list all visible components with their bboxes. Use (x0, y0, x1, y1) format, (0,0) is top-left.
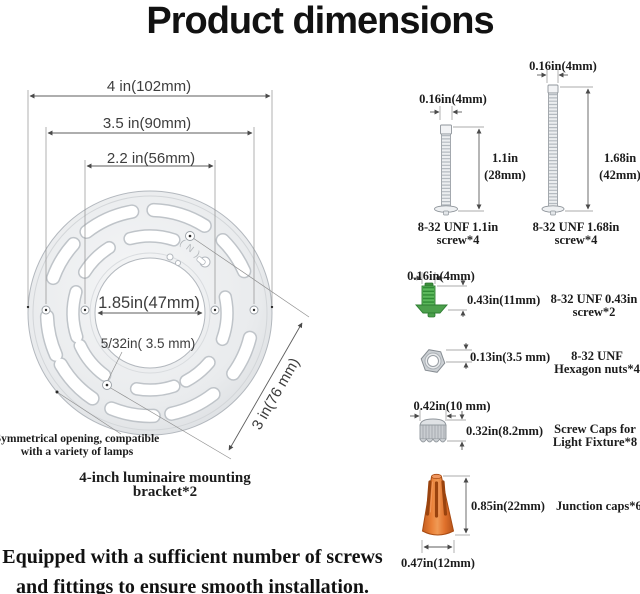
screw-0-43in-graphic (412, 272, 467, 318)
hex-nut-graphic (420, 343, 472, 373)
bracket-holes (26, 231, 274, 394)
screwcap-name: Screw Caps for Light Fixture*8 (552, 422, 638, 449)
junction-height-label: 0.85in(22mm) (471, 499, 545, 513)
screw-1-1in-graphic (430, 106, 484, 216)
screwcap-width-label: 0.42in(10 mm) (413, 399, 491, 413)
footer-note: Equipped with a sufficient number of scr… (2, 546, 383, 594)
bracket-graphic (27, 190, 273, 436)
tiny-hole (175, 260, 181, 266)
dim-label-outer: 4 in(102mm) (106, 78, 192, 95)
dim-line-3in-diagonal (228, 322, 303, 451)
bracket-caption: 4-inch luminaire mounting bracket*2 (79, 470, 251, 500)
screw11-height-label: 1.1in (28mm) (484, 151, 526, 182)
dim-label-center-hole: 1.85in(47mm) (98, 294, 200, 312)
screw043-height-label: 0.43in(11mm) (467, 293, 541, 307)
hexnut-name: 8-32 UNF Hexagon nuts*4 (554, 349, 640, 376)
screwcap-height-label: 0.32in(8.2mm) (466, 424, 544, 438)
junction-width-label: 0.47in(12mm) (401, 556, 475, 570)
screw168-height-label: 1.68in (42mm) (599, 151, 640, 182)
junction-name: Junction caps*6 (556, 499, 640, 513)
hexnut-height-label: 0.13in(3.5 mm) (470, 350, 551, 364)
dim-label-inner-holes: 2.2 in(56mm) (106, 150, 196, 167)
screw168-name: 8-32 UNF 1.68in screw*4 (532, 220, 620, 247)
dimension-lines (29, 93, 303, 451)
dim-label-small-hole: 5/32in( 3.5 mm) (100, 336, 196, 351)
screw11-name: 8-32 UNF 1.1in screw*4 (417, 220, 499, 247)
page-title: Product dimensions (146, 0, 494, 42)
screw11-width-label: 0.16in(4mm) (419, 92, 487, 106)
screw043-width-label: 0.16in(4mm) (407, 269, 475, 283)
screw168-width-label: 0.16in(4mm) (529, 59, 597, 73)
tiny-hole (166, 253, 174, 261)
screw043-name: 8-32 UNF 0.43in screw*2 (550, 292, 638, 319)
dim-label-ring: 3.5 in(90mm) (102, 115, 192, 132)
screw-cap-graphic (410, 410, 466, 450)
screw-1-68in-graphic (537, 69, 593, 216)
opening-note: Symmetrical opening, compatible with a v… (0, 433, 160, 458)
junction-cap-graphic (421, 473, 470, 553)
keyhole-notch (196, 256, 206, 266)
extension-lines (27, 90, 310, 460)
